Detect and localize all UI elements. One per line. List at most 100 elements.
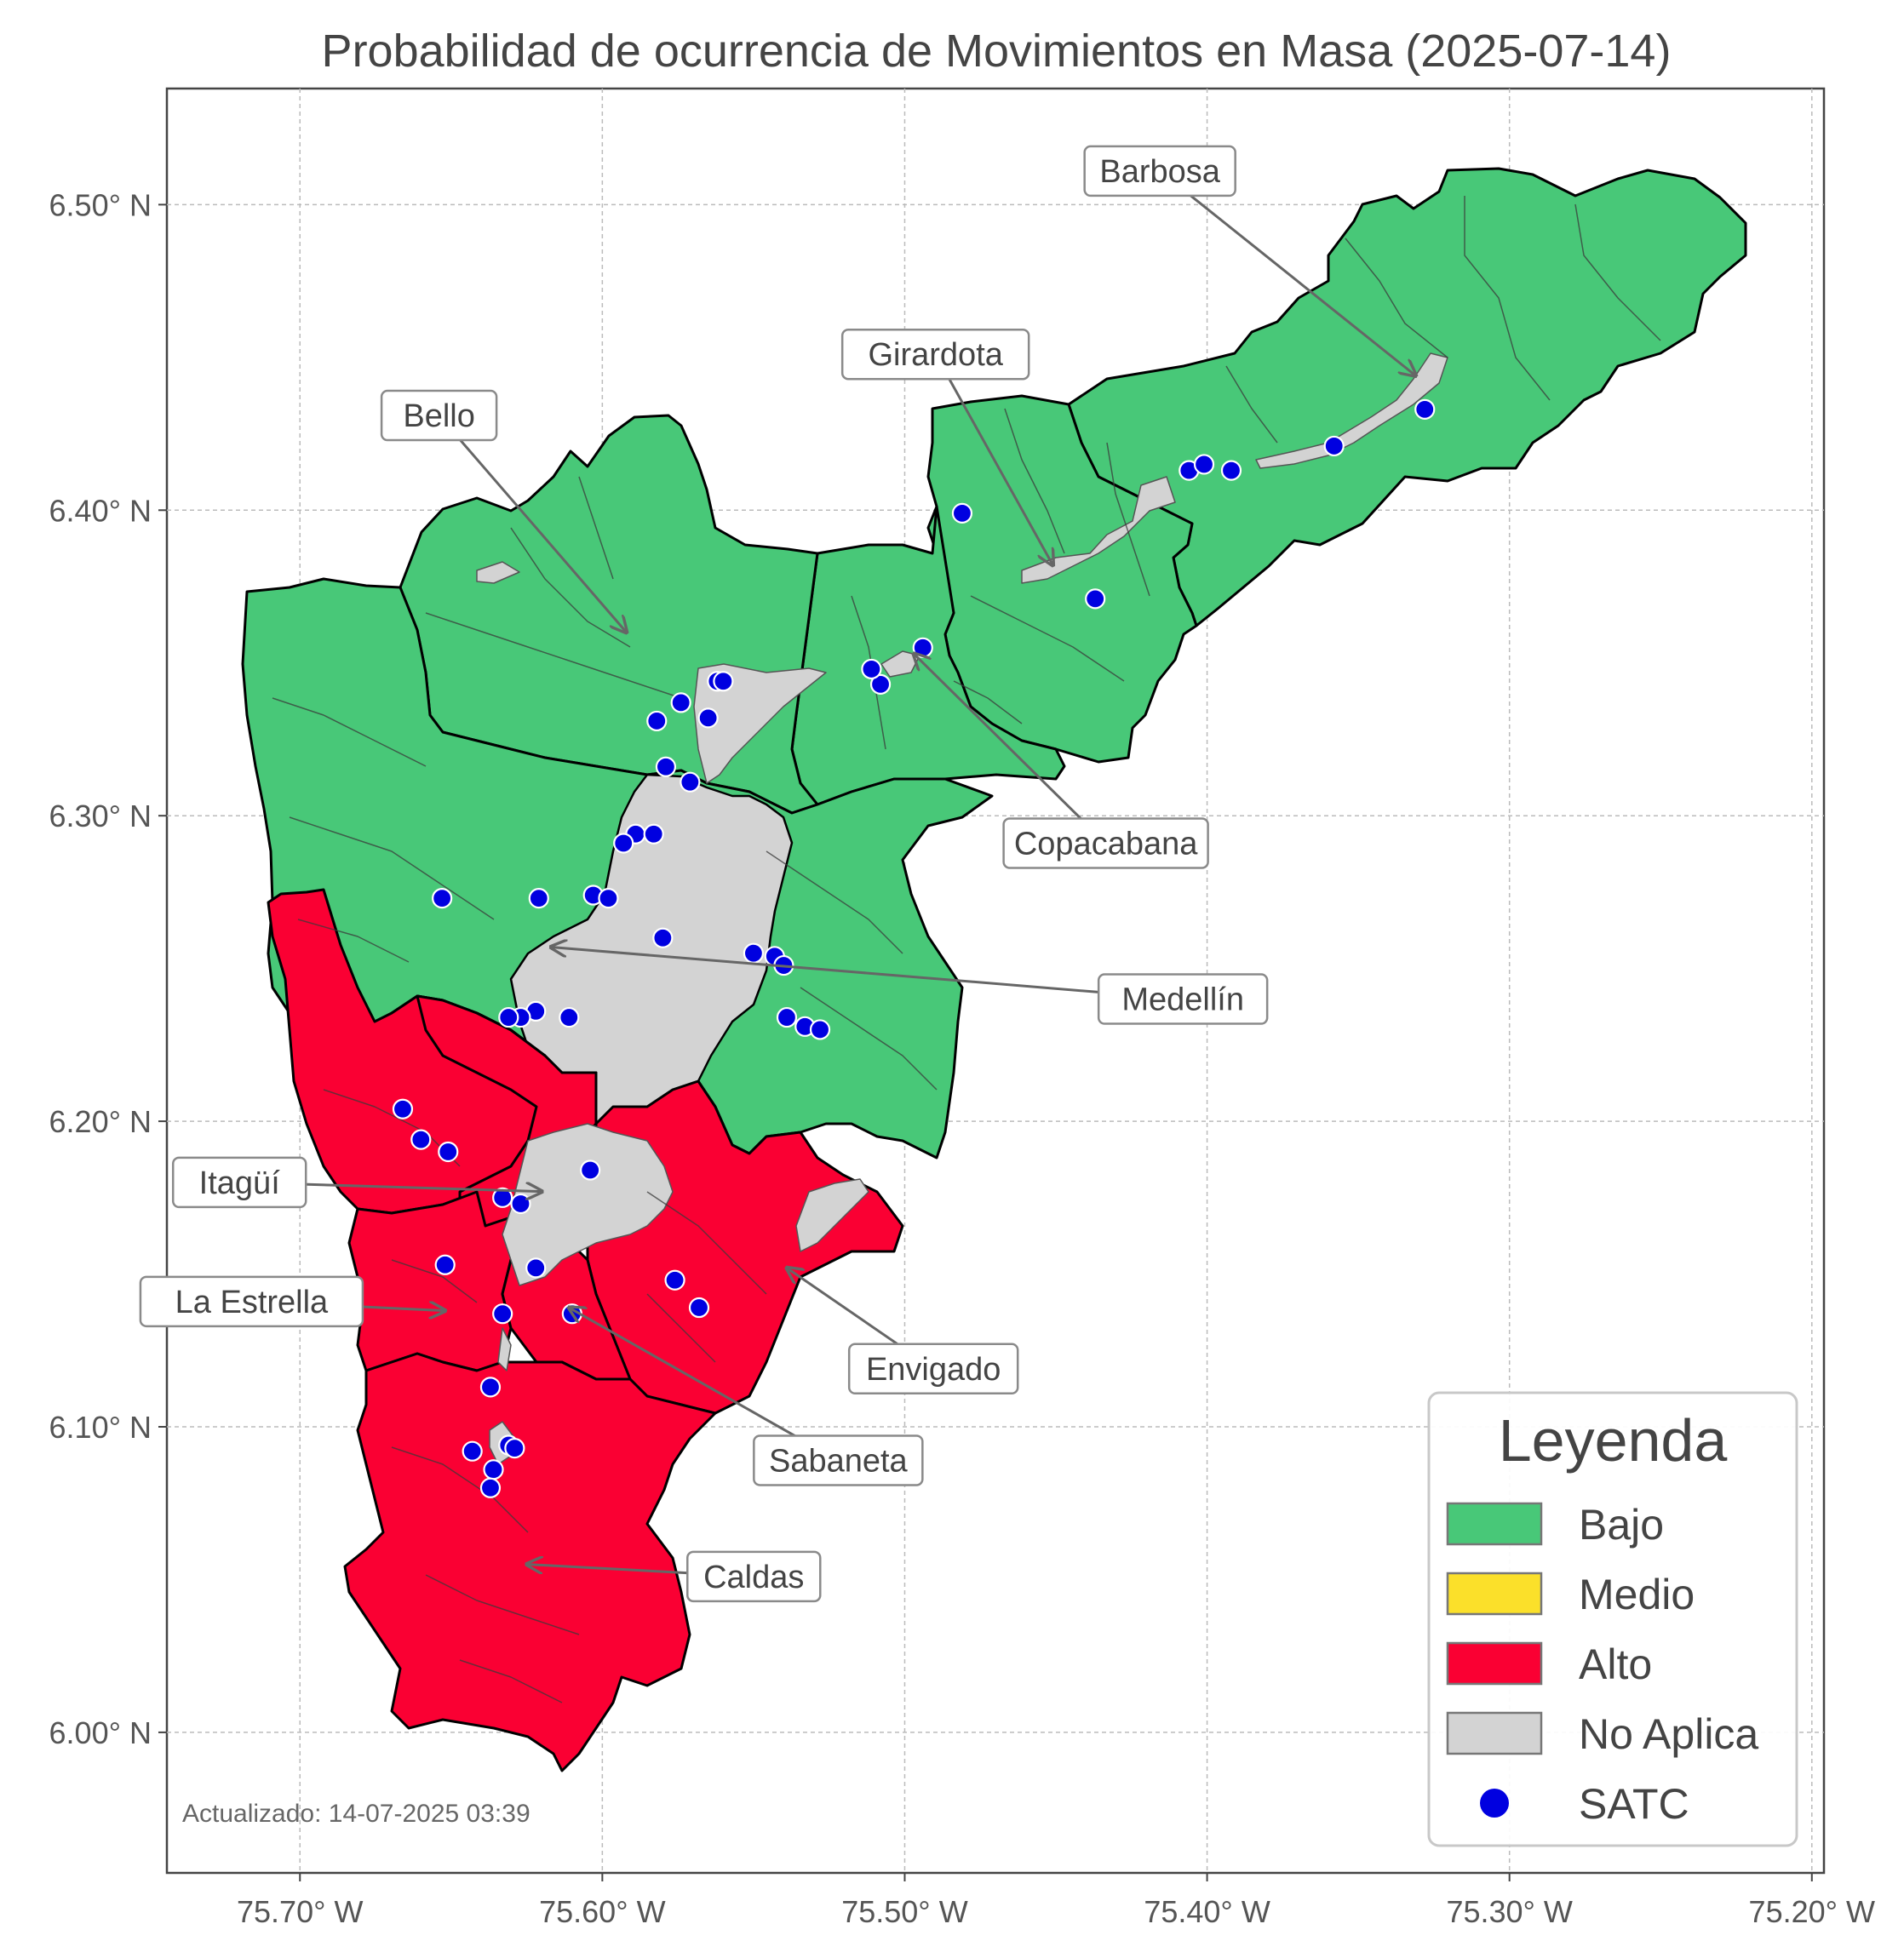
satc-station-marker [670,692,691,713]
satc-station-marker [1414,398,1436,420]
satc-station-marker [713,671,734,692]
satc-station-marker [483,1459,504,1480]
satc-station-marker [432,887,453,909]
satc-station-marker [525,1257,547,1279]
satc-station-marker [680,771,701,793]
satc-station-marker [479,1477,502,1498]
callout-arrow [551,948,1184,1001]
callout-box [1002,817,1209,869]
satc-station-marker [598,887,619,909]
satc-station-marker [869,673,892,695]
y-tick-label: 6.20° N [49,1104,152,1139]
satc-station-layer [392,398,1436,1498]
south-valley-urban-area [502,1123,674,1286]
legend-marker [1480,1789,1509,1818]
satc-station-marker [492,1303,513,1325]
satc-station-marker [613,833,634,854]
satc-station-marker [643,823,664,845]
bello-urban-area [693,663,827,784]
satc-station-marker [697,707,719,729]
callout-label: Medellín [1121,982,1244,1018]
satc-station-marker [504,1438,525,1459]
callout-box [840,328,1030,381]
updated-timestamp: Actualizado: 14-07-2025 03:39 [182,1800,530,1828]
subdivision-lines [272,196,1661,1703]
satc-station-marker [410,1129,432,1150]
y-tick-label: 6.00° N [49,1715,152,1750]
barbosa-urban-area [1255,352,1448,469]
satc-station-marker [438,1141,459,1163]
legend-title: Leyenda [1499,1407,1728,1474]
x-tick-label: 75.30° W [1446,1894,1572,1929]
callout-label: Barbosa [1099,154,1220,190]
callout-label: Copacabana [1014,826,1198,862]
satc-station-marker [776,1006,798,1028]
satc-station-marker [492,1187,513,1208]
satc-station-marker [580,1159,601,1181]
satc-station-marker [646,710,668,732]
callout-arrow [438,415,627,633]
satc-station-marker [655,756,677,777]
y-tick-label: 6.40° N [49,493,152,528]
callout-label: Itagüí [199,1165,281,1201]
y-tick-label: 6.50° N [49,187,152,222]
legend-label: Alto [1579,1640,1652,1688]
callout-box [171,1156,307,1209]
callout-arrow [1159,169,1415,375]
callout-layer: Barbosa Girardota Bello Copacabana Medellín I… [139,145,1416,1603]
satc-station-marker [510,1193,531,1215]
envigado-urban-area [795,1178,869,1252]
y-tick-label: 6.30° N [49,799,152,833]
callout-box [1083,145,1236,198]
legend-label: No Aplica [1579,1710,1758,1758]
bello-urban-area-2 [476,561,520,584]
la-estrella-urban-area [497,1327,512,1371]
satc-station-marker [1323,435,1345,457]
map-title: Probabilidad de ocurrencia de Movimiento… [322,26,1672,77]
callout-box [847,1343,1019,1395]
x-tick-label: 75.20° W [1749,1894,1875,1929]
x-tick-label: 75.40° W [1144,1894,1270,1929]
legend-swatch [1446,1641,1543,1686]
callout-label: Girardota [868,337,1003,373]
legend-label: SATC [1579,1780,1689,1828]
satc-station-marker [912,637,933,658]
callout-label: La Estrella [175,1285,329,1320]
x-tick-label: 75.60° W [539,1894,665,1929]
callout-box [1097,973,1269,1025]
callout-box [686,1550,822,1603]
satc-station-marker [528,887,549,909]
x-tick-label: 75.70° W [237,1894,363,1929]
legend-swatch [1446,1572,1543,1616]
satc-station-marker [743,942,765,964]
callout-box [139,1275,364,1328]
satc-station-marker [664,1269,685,1291]
callout-box [380,389,498,442]
callout-label: Caldas [703,1560,804,1595]
satc-station-marker [434,1254,456,1275]
satc-station-marker [462,1440,483,1462]
y-tick-label: 6.10° N [49,1410,152,1445]
satc-station-marker [1085,588,1106,610]
satc-station-marker [498,1006,519,1028]
callout-label: Sabaneta [769,1443,909,1479]
satc-station-marker [652,927,674,948]
x-tick-label: 75.50° W [841,1894,967,1929]
legend-swatch [1446,1502,1543,1546]
legend-label: Bajo [1579,1501,1664,1549]
satc-station-marker [809,1019,831,1040]
callout-arrow [934,353,1053,565]
satc-station-marker [1193,454,1215,475]
satc-station-marker [1220,460,1242,481]
satc-station-marker [861,658,882,680]
satc-station-marker [392,1098,414,1119]
girardota-urban-area [1021,476,1176,584]
callout-label: Bello [403,398,475,434]
callout-label: Envigado [866,1352,1001,1388]
legend-label: Medio [1579,1571,1695,1618]
satc-station-marker [559,1006,580,1028]
callout-box [753,1434,924,1486]
satc-station-marker [688,1297,710,1319]
legend: Leyenda Bajo Medio Alto No Aplica SATC [1427,1391,1798,1847]
